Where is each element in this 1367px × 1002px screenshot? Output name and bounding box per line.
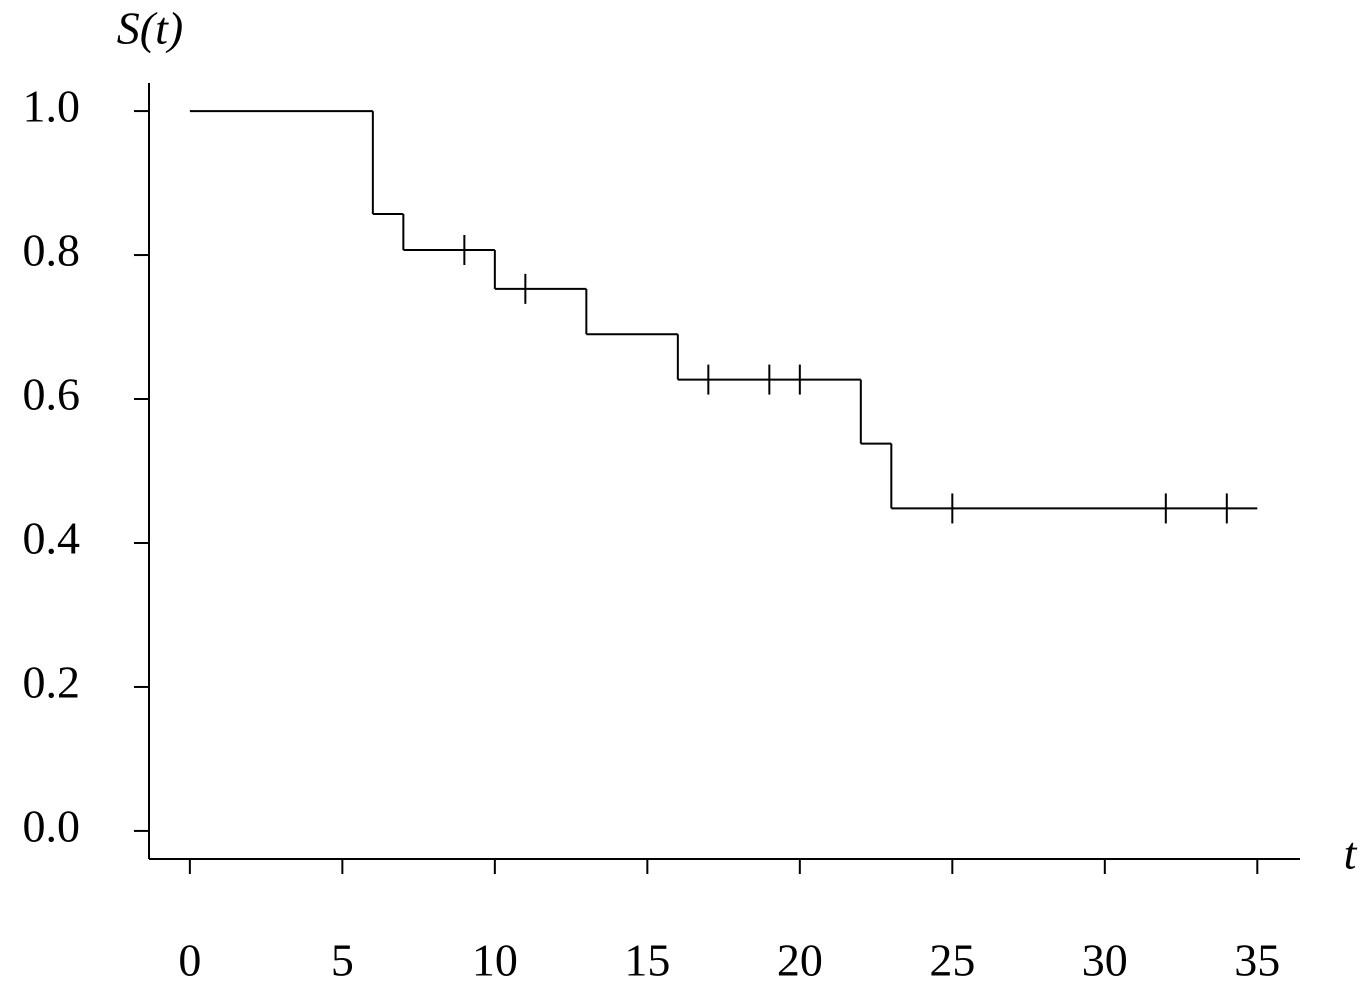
x-axis-label: t (1344, 828, 1358, 879)
x-tick-label: 20 (777, 935, 823, 986)
x-tick-label: 5 (331, 935, 354, 986)
x-tick-label: 30 (1082, 935, 1128, 986)
y-tick-label: 0.8 (23, 225, 81, 276)
x-tick-label: 10 (472, 935, 518, 986)
y-tick-label: 0.6 (23, 369, 81, 420)
y-tick-label: 1.0 (23, 81, 81, 132)
x-tick-label: 0 (178, 935, 201, 986)
y-axis-label: S(t) (117, 3, 183, 54)
x-tick-label: 25 (929, 935, 975, 986)
y-tick-label: 0.0 (23, 800, 81, 851)
y-tick-label: 0.4 (23, 513, 81, 564)
y-tick-label: 0.2 (23, 657, 81, 708)
x-tick-label: 35 (1234, 935, 1280, 986)
x-tick-label: 15 (624, 935, 670, 986)
